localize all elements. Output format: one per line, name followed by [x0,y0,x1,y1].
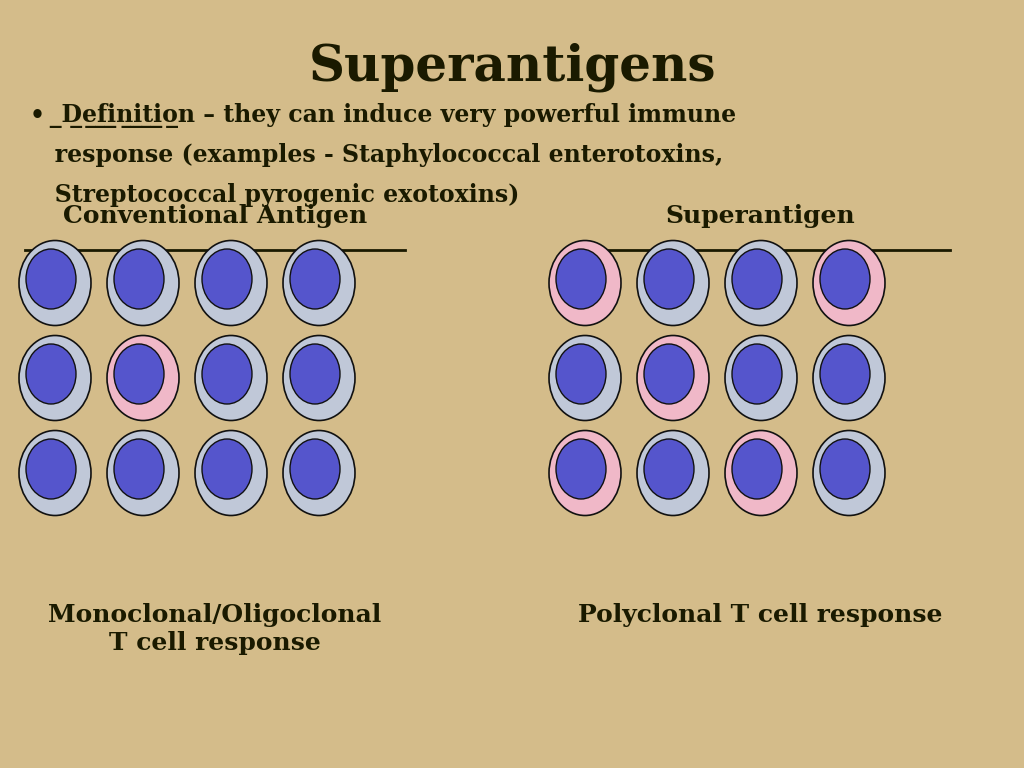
Ellipse shape [106,240,179,326]
Ellipse shape [114,249,164,309]
Text: •  ̲D̲e̲f̲i̲n̲i̲t̲i̲o̲n – they can induce very powerful immune: • ̲D̲e̲f̲i̲n̲i̲t̲i̲o̲n – they can induce… [30,103,736,128]
Ellipse shape [283,431,355,515]
Ellipse shape [644,439,694,499]
Ellipse shape [549,240,621,326]
Ellipse shape [637,240,709,326]
Ellipse shape [114,439,164,499]
Text: Superantigens: Superantigens [308,43,716,92]
Ellipse shape [556,439,606,499]
Ellipse shape [813,336,885,421]
Ellipse shape [114,344,164,404]
Text: response (examples - Staphylococcal enterotoxins,: response (examples - Staphylococcal ente… [30,143,723,167]
Text: Polyclonal T cell response: Polyclonal T cell response [578,603,942,627]
Ellipse shape [283,336,355,421]
Ellipse shape [820,439,870,499]
Ellipse shape [556,249,606,309]
Ellipse shape [19,240,91,326]
Ellipse shape [106,336,179,421]
Ellipse shape [549,336,621,421]
Ellipse shape [290,344,340,404]
Ellipse shape [644,344,694,404]
Ellipse shape [195,431,267,515]
Text: Conventional Antigen: Conventional Antigen [62,204,368,228]
Ellipse shape [637,431,709,515]
Ellipse shape [725,336,797,421]
Ellipse shape [195,336,267,421]
Ellipse shape [106,431,179,515]
Ellipse shape [19,431,91,515]
Ellipse shape [725,240,797,326]
Ellipse shape [820,249,870,309]
Ellipse shape [813,240,885,326]
Ellipse shape [820,344,870,404]
Ellipse shape [637,336,709,421]
Ellipse shape [549,431,621,515]
Ellipse shape [195,240,267,326]
Ellipse shape [813,431,885,515]
Text: Streptococcal pyrogenic exotoxins): Streptococcal pyrogenic exotoxins) [30,183,519,207]
Ellipse shape [290,249,340,309]
Text: Monoclonal/Oligoclonal
T cell response: Monoclonal/Oligoclonal T cell response [48,603,382,655]
Ellipse shape [725,431,797,515]
Ellipse shape [283,240,355,326]
Ellipse shape [26,344,76,404]
Ellipse shape [26,439,76,499]
Ellipse shape [26,249,76,309]
Ellipse shape [290,439,340,499]
Ellipse shape [202,344,252,404]
Ellipse shape [202,439,252,499]
Ellipse shape [732,344,782,404]
Ellipse shape [19,336,91,421]
Ellipse shape [644,249,694,309]
Ellipse shape [202,249,252,309]
Ellipse shape [732,249,782,309]
Text: Superantigen: Superantigen [666,204,855,228]
Ellipse shape [556,344,606,404]
Ellipse shape [732,439,782,499]
